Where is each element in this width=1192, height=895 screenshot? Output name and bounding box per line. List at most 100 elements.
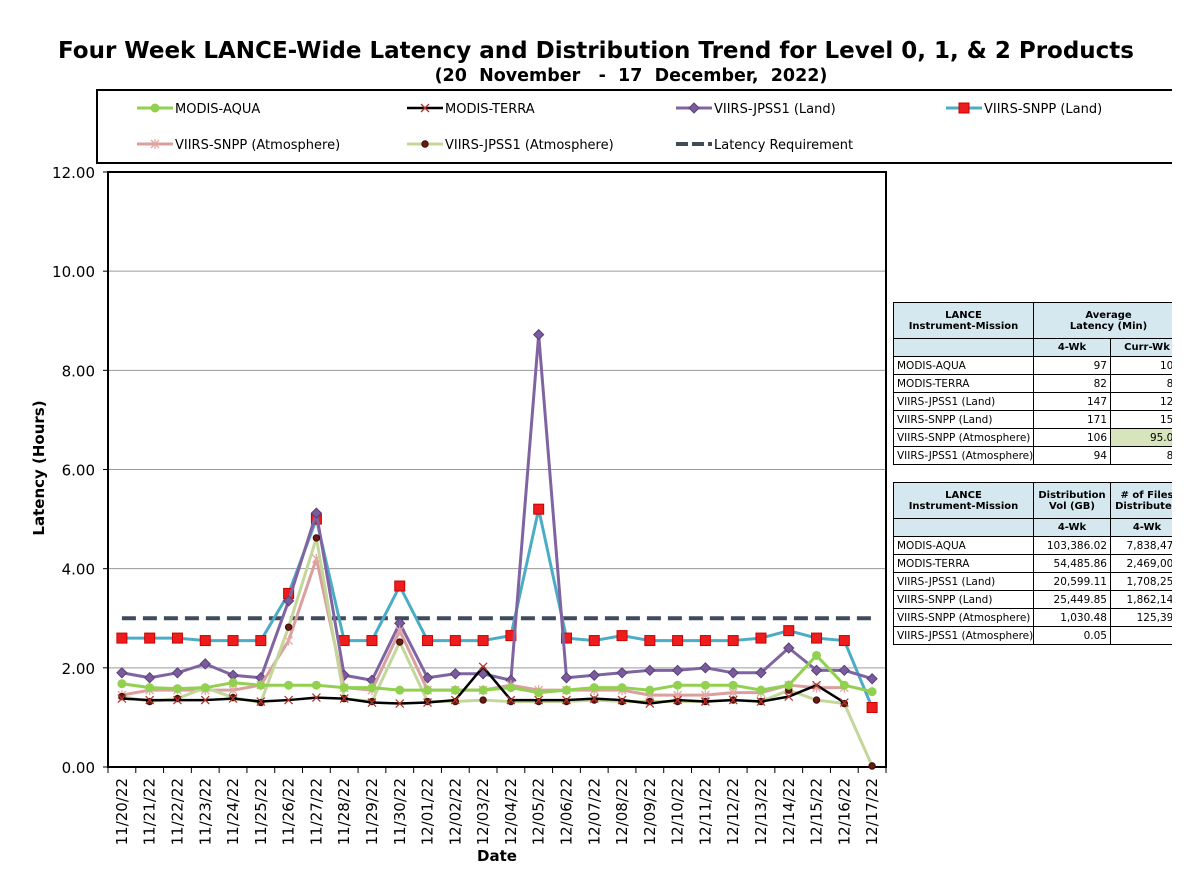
data-point bbox=[116, 632, 128, 644]
data-point bbox=[312, 534, 321, 542]
cell-curr: 82 bbox=[1110, 446, 1172, 465]
series-line bbox=[121, 333, 873, 682]
series-layer bbox=[116, 328, 878, 770]
y-tick-label: 10.00 bbox=[52, 263, 95, 281]
data-point bbox=[478, 662, 488, 672]
header-line: LANCE bbox=[945, 489, 982, 501]
marker-stroke bbox=[145, 695, 155, 705]
legend-item: Latency Requirement bbox=[676, 138, 853, 153]
marker-stroke bbox=[478, 662, 488, 672]
y-axis-label: Latency (Hours) bbox=[30, 400, 48, 535]
x-tick-label: 12/17/22 bbox=[863, 778, 881, 845]
data-point bbox=[423, 698, 432, 708]
data-point bbox=[561, 685, 571, 695]
legend-label: VIIRS-JPSS1 (Atmosphere) bbox=[445, 138, 614, 153]
marker-stroke bbox=[506, 695, 516, 705]
data-point bbox=[284, 680, 294, 690]
row-label: MODIS-AQUA bbox=[893, 356, 1034, 375]
data-point bbox=[562, 695, 571, 705]
y-tick-label: 12.00 bbox=[52, 164, 95, 182]
data-point bbox=[367, 698, 377, 708]
data-point bbox=[617, 695, 627, 705]
table-row: VIIRS-JPSS1 (Land)20,599.111,708,257 bbox=[893, 572, 1172, 591]
series-line bbox=[121, 653, 873, 695]
latency-table: LANCE Instrument-Mission Average Latency… bbox=[893, 302, 1172, 465]
legend-frame bbox=[96, 89, 1172, 164]
cell-vol: 0.05 bbox=[1033, 626, 1111, 645]
table-row: MODIS-AQUA97104 bbox=[893, 356, 1172, 375]
data-point bbox=[867, 687, 877, 697]
legend-marker bbox=[958, 102, 970, 114]
data-point bbox=[366, 635, 378, 647]
legend-label: MODIS-TERRA bbox=[445, 102, 535, 117]
marker-stroke bbox=[228, 694, 238, 704]
data-point bbox=[756, 685, 766, 695]
cell-curr: 127 bbox=[1110, 392, 1172, 411]
x-tick-label: 11/24/22 bbox=[224, 778, 242, 845]
data-point bbox=[282, 595, 295, 607]
data-point bbox=[284, 695, 294, 705]
header-line: Distribution bbox=[1038, 489, 1106, 501]
legend-label: Latency Requirement bbox=[714, 138, 853, 153]
data-point bbox=[617, 683, 627, 693]
data-point bbox=[700, 680, 710, 690]
data-point bbox=[727, 635, 739, 647]
marker-stroke bbox=[673, 695, 683, 705]
legend-marker bbox=[421, 140, 429, 148]
data-point bbox=[727, 667, 739, 679]
data-point bbox=[673, 695, 683, 705]
marker-stroke bbox=[339, 694, 349, 704]
blank-header bbox=[893, 338, 1034, 357]
data-point bbox=[256, 697, 266, 707]
data-point bbox=[560, 632, 572, 644]
blank-header bbox=[893, 518, 1034, 537]
marker-stroke bbox=[395, 699, 405, 708]
x-tick-label: 11/22/22 bbox=[168, 778, 186, 845]
marker-stroke bbox=[200, 695, 210, 705]
gridlines bbox=[107, 171, 887, 768]
data-point bbox=[533, 503, 545, 515]
chart-title: Four Week LANCE-Wide Latency and Distrib… bbox=[58, 38, 1134, 64]
legend-item: VIIRS-JPSS1 (Atmosphere) bbox=[407, 138, 614, 153]
data-point bbox=[199, 635, 211, 647]
dist-table-vol-header: Distribution Vol (GB) bbox=[1033, 482, 1111, 519]
x-tick-label: 11/27/22 bbox=[307, 778, 325, 845]
marker-stroke bbox=[117, 694, 127, 704]
data-point bbox=[145, 695, 155, 705]
data-point bbox=[144, 632, 156, 644]
data-point bbox=[395, 685, 405, 695]
series-line bbox=[121, 507, 874, 709]
data-point bbox=[756, 697, 766, 707]
data-point bbox=[812, 650, 822, 660]
marker-stroke bbox=[645, 699, 655, 708]
data-point bbox=[339, 694, 349, 704]
data-point bbox=[866, 702, 878, 713]
data-point bbox=[728, 695, 738, 705]
x-tick-label: 12/02/22 bbox=[446, 778, 464, 845]
marker-stroke bbox=[534, 695, 544, 705]
x-tick-label: 12/03/22 bbox=[474, 778, 492, 845]
cell-wk4: 97 bbox=[1033, 356, 1111, 375]
marker-stroke bbox=[756, 697, 766, 707]
data-point bbox=[811, 632, 823, 644]
data-point bbox=[755, 632, 767, 644]
x-tick-label: 12/08/22 bbox=[613, 778, 631, 845]
table-row: VIIRS-SNPP (Land)25,449.851,862,143 bbox=[893, 590, 1172, 609]
data-point bbox=[422, 635, 434, 647]
x-tick-label: 12/09/22 bbox=[641, 778, 659, 845]
x-tick-label: 12/11/22 bbox=[696, 778, 714, 845]
x-tick-label: 12/15/22 bbox=[808, 778, 826, 845]
x-axis-label: Date bbox=[477, 847, 517, 865]
marker-stroke bbox=[256, 697, 266, 707]
cell-files: 125,390 bbox=[1110, 608, 1172, 627]
data-point bbox=[450, 695, 460, 705]
row-label: VIIRS-JPSS1 (Land) bbox=[893, 572, 1034, 591]
sub-header-4wk: 4-Wk bbox=[1033, 338, 1111, 357]
data-point bbox=[200, 683, 210, 693]
data-point bbox=[395, 625, 405, 636]
row-label: VIIRS-SNPP (Atmosphere) bbox=[893, 608, 1034, 627]
cell-wk4: 82 bbox=[1033, 374, 1111, 393]
cell-wk4: 147 bbox=[1033, 392, 1111, 411]
dist-table-files-header: # of Files Distributed bbox=[1110, 482, 1172, 519]
